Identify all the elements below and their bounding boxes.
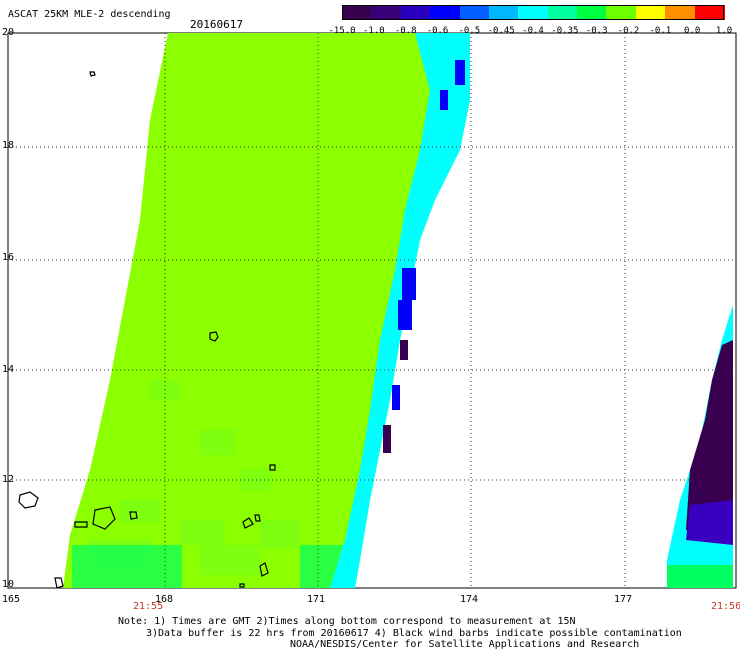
lon-label-174: 174 [460, 594, 479, 605]
swath-patch [180, 520, 225, 545]
lon-label-168: 168 [155, 594, 174, 605]
note-line-3: NOAA/NESDIS/Center for Satellite Applica… [290, 639, 640, 650]
swath-right-deep [686, 340, 733, 545]
lat-label-20: 20 [2, 27, 15, 38]
island-coastline [89, 71, 96, 77]
colorbar-swatch [430, 5, 461, 20]
swath-patch [240, 470, 270, 490]
time-right: 21:56 [711, 601, 740, 612]
island-coastline [242, 517, 254, 529]
swath-blue-cell [402, 268, 416, 300]
colorbar-swatch [488, 5, 520, 20]
island-coastline [18, 491, 39, 509]
note-line-2: 3)Data buffer is 22 hrs from 20160617 4)… [146, 628, 682, 639]
colorbar-swatch [665, 5, 696, 20]
colorbar-label: -0.2 [617, 26, 640, 36]
swath-deep-cell [400, 340, 408, 360]
lon-label-171: 171 [307, 594, 326, 605]
island-coastline [209, 331, 219, 342]
colorbar-label: -0.5 [458, 26, 481, 36]
swath-patch [120, 500, 160, 522]
colorbar-label: -0.45 [487, 26, 515, 36]
lat-label-10: 10 [2, 579, 15, 590]
colorbar-label: -15.0 [328, 26, 356, 36]
island-coastline [129, 511, 138, 520]
swath-deep-cell [383, 425, 391, 453]
colorbar-label: -0.6 [426, 26, 449, 36]
swath-blue-cell [398, 300, 412, 330]
colorbar-label: 0.0 [684, 26, 701, 36]
swath-blue-cell [440, 90, 448, 110]
lat-label-12: 12 [2, 474, 15, 485]
colorbar-label: -0.8 [394, 26, 417, 36]
swath-blue-cell [392, 385, 400, 410]
colorbar-swatch [459, 5, 490, 20]
colorbar-swatch [606, 5, 637, 20]
island-coastline [74, 521, 88, 528]
colorbar-frame [342, 5, 724, 20]
colorbar-swatch [577, 5, 608, 20]
swath-patch [200, 545, 260, 575]
island-coastline [259, 562, 269, 577]
lat-label-16: 16 [2, 252, 15, 263]
colorbar-swatch [635, 5, 667, 20]
island-coastline [254, 514, 261, 522]
swath-patch [200, 430, 235, 455]
colorbar-label: 1.0 [715, 26, 733, 36]
colorbar-label: -1.0 [362, 26, 385, 36]
map-date: 20160617 [190, 18, 243, 31]
note-line-1: Note: 1) Times are GMT 2)Times along bot… [118, 616, 576, 627]
island-coastline [54, 577, 64, 589]
colorbar-swatch [694, 5, 725, 20]
time-left: 21:55 [133, 601, 164, 612]
island-coastline [269, 464, 276, 471]
colorbar-swatch [342, 5, 373, 20]
colorbar-swatch [371, 5, 402, 20]
swath-lower-block [72, 545, 182, 588]
island-coastline [239, 583, 245, 588]
swath-right-green [667, 565, 733, 588]
island-coastline [92, 506, 116, 530]
colorbar-label: -0.4 [522, 26, 544, 36]
lon-label-177: 177 [614, 594, 633, 605]
lat-label-14: 14 [2, 364, 15, 375]
map-title: ASCAT 25KM MLE-2 descending [8, 9, 171, 20]
colorbar-swatch [400, 5, 432, 20]
swath-blue-cell [455, 60, 465, 85]
colorbar-label: -0.35 [551, 26, 579, 36]
colorbar-label: -0.1 [649, 26, 672, 36]
colorbar-label: -0.3 [585, 26, 608, 36]
colorbar-swatch [518, 5, 549, 20]
swath-right-purple [686, 500, 733, 545]
swath-patch [260, 520, 300, 548]
lon-label-165: 165 [2, 594, 21, 605]
colorbar-swatch [547, 5, 579, 20]
lat-label-18: 18 [2, 140, 15, 151]
